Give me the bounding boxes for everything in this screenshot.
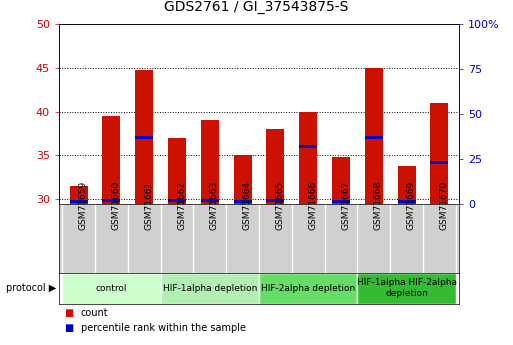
- Text: GSM71669: GSM71669: [407, 181, 416, 230]
- Bar: [135, 136, 153, 139]
- Text: percentile rank within the sample: percentile rank within the sample: [81, 324, 246, 333]
- Text: GSM71660: GSM71660: [111, 181, 121, 230]
- Bar: [168, 199, 186, 203]
- Text: ■: ■: [64, 324, 73, 333]
- Text: GSM71668: GSM71668: [374, 181, 383, 230]
- Text: GSM71663: GSM71663: [210, 181, 219, 230]
- Text: ■: ■: [64, 308, 73, 318]
- Bar: [259, 273, 358, 304]
- Bar: [365, 136, 383, 139]
- Text: control: control: [96, 284, 127, 293]
- Bar: [168, 138, 186, 204]
- Text: HIF-1alpha HIF-2alpha
depletion: HIF-1alpha HIF-2alpha depletion: [357, 278, 457, 298]
- Bar: [299, 145, 317, 148]
- Text: GDS2761 / GI_37543875-S: GDS2761 / GI_37543875-S: [164, 0, 349, 14]
- Bar: [103, 116, 121, 204]
- Text: count: count: [81, 308, 108, 318]
- Bar: [430, 103, 448, 204]
- Bar: [233, 155, 252, 204]
- Bar: [358, 273, 456, 304]
- Bar: [398, 200, 416, 203]
- Bar: [103, 199, 121, 203]
- Bar: [398, 166, 416, 204]
- Text: GSM71665: GSM71665: [275, 181, 285, 230]
- Bar: [266, 129, 285, 204]
- Text: GSM71664: GSM71664: [243, 181, 252, 230]
- Bar: [161, 273, 259, 304]
- Bar: [332, 200, 350, 203]
- Text: GSM71666: GSM71666: [308, 181, 317, 230]
- Bar: [201, 120, 219, 204]
- Text: GSM71659: GSM71659: [78, 181, 88, 230]
- Text: protocol ▶: protocol ▶: [6, 283, 56, 293]
- Bar: [62, 273, 161, 304]
- Bar: [332, 157, 350, 204]
- Bar: [299, 112, 317, 204]
- Bar: [70, 186, 88, 204]
- Bar: [266, 199, 285, 203]
- Text: HIF-1alpha depletion: HIF-1alpha depletion: [163, 284, 257, 293]
- Text: GSM71667: GSM71667: [341, 181, 350, 230]
- Text: HIF-2alpha depletion: HIF-2alpha depletion: [261, 284, 356, 293]
- Bar: [365, 68, 383, 204]
- Text: GSM71670: GSM71670: [440, 181, 448, 230]
- Text: GSM71662: GSM71662: [177, 181, 186, 230]
- Bar: [233, 200, 252, 203]
- Bar: [201, 199, 219, 203]
- Text: GSM71661: GSM71661: [144, 181, 153, 230]
- Bar: [135, 70, 153, 204]
- Bar: [430, 161, 448, 164]
- Bar: [70, 200, 88, 203]
